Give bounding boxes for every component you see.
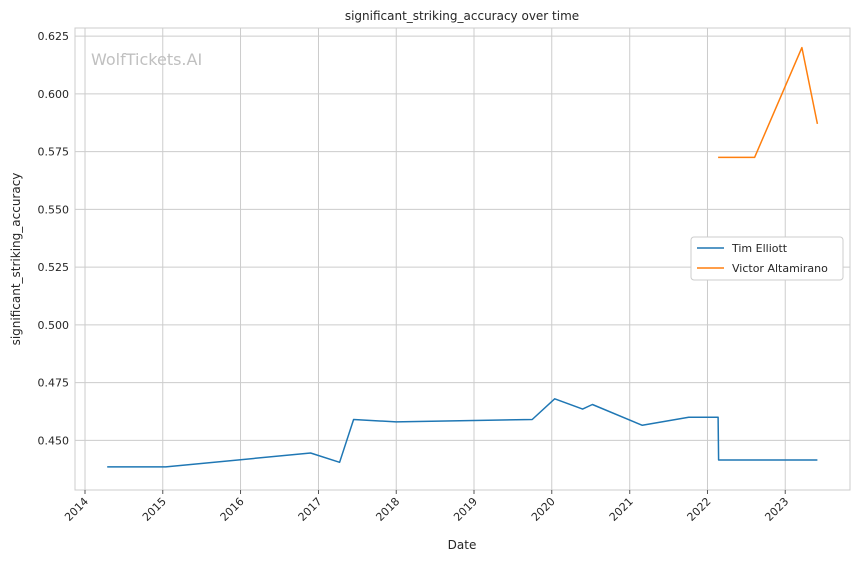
legend-label-victor-altamirano: Victor Altamirano <box>732 262 828 275</box>
x-tick-label: 2018 <box>373 495 402 524</box>
x-tick-label: 2016 <box>218 495 247 524</box>
x-tick-label: 2021 <box>607 495 636 524</box>
x-tick-label: 2022 <box>685 495 714 524</box>
y-tick-label: 0.500 <box>38 319 70 332</box>
y-tick-label: 0.625 <box>38 30 70 43</box>
watermark: WolfTickets.AI <box>91 50 202 69</box>
plot-frame <box>74 27 851 491</box>
x-axis-ticks: 2014 2015 2016 2017 2018 2019 2020 2021 2022 2023 <box>62 490 791 524</box>
legend-label-tim-elliott: Tim Elliott <box>731 242 788 255</box>
x-tick-label: 2023 <box>762 495 791 524</box>
y-tick-label: 0.575 <box>38 146 70 159</box>
x-tick-label: 2019 <box>451 495 480 524</box>
y-tick-label: 0.600 <box>38 88 70 101</box>
x-tick-label: 2017 <box>296 495 325 524</box>
legend: Tim Elliott Victor Altamirano <box>690 236 844 281</box>
y-tick-label: 0.450 <box>38 434 70 447</box>
x-axis-label: Date <box>448 538 477 552</box>
x-tick-label: 2014 <box>62 495 91 524</box>
series-line-tim-elliott <box>107 398 818 468</box>
x-tick-label: 2015 <box>140 495 169 524</box>
chart-title: significant_striking_accuracy over time <box>345 9 579 23</box>
legend-frame <box>690 236 844 281</box>
y-tick-label: 0.475 <box>38 377 70 390</box>
y-tick-label: 0.525 <box>38 261 70 274</box>
y-tick-label: 0.550 <box>38 203 70 216</box>
series-lines <box>107 46 819 468</box>
series-line-victor-altamirano <box>718 46 819 159</box>
y-axis-label: significant_striking_accuracy <box>9 173 23 346</box>
x-tick-label: 2020 <box>529 495 558 524</box>
y-axis-ticks: 0.450 0.475 0.500 0.525 0.550 0.575 0.600 0.625 <box>38 30 70 447</box>
